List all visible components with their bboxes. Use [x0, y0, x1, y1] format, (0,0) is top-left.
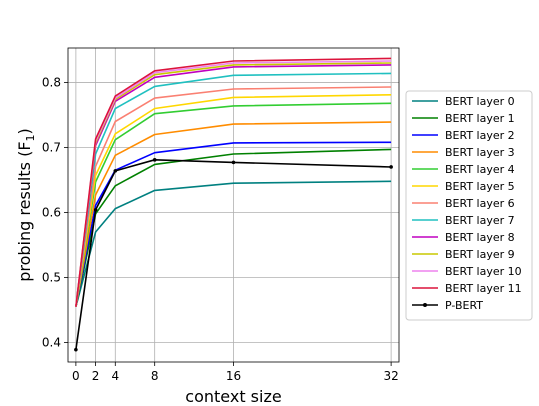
legend-label: BERT layer 7 [445, 214, 515, 227]
series-point [113, 169, 118, 173]
series-lines [74, 57, 393, 352]
legend-frame [405, 90, 533, 321]
legend-label: BERT layer 11 [445, 282, 522, 295]
series-point [93, 208, 98, 212]
y-axis-label: probing results (F1) [15, 128, 37, 282]
legend-label: BERT layer 5 [445, 180, 515, 193]
legend-label: BERT layer 2 [445, 129, 515, 142]
y-tick-label: 0.8 [42, 75, 61, 89]
series-line [75, 86, 392, 307]
x-tick-label: 32 [383, 369, 398, 383]
legend-label: BERT layer 9 [445, 248, 515, 261]
y-axis-label-main: probing results (F [15, 141, 34, 281]
legend: BERT layer 0 BERT layer 1 BERT layer 2 BERT… [405, 90, 533, 321]
legend-label: BERT layer 8 [445, 231, 515, 244]
legend-marker [423, 303, 427, 307]
legend-label: P-BERT [445, 299, 483, 312]
series-line [75, 102, 392, 307]
series-line [75, 180, 392, 307]
legend-label: BERT layer 1 [445, 112, 515, 125]
legend-label: BERT layer 10 [445, 265, 522, 278]
x-tick-label: 8 [151, 369, 159, 383]
legend-label: BERT layer 6 [445, 197, 515, 210]
x-tick-label: 4 [111, 369, 119, 383]
x-tick-label: 0 [72, 369, 80, 383]
y-tick-label: 0.6 [42, 205, 61, 219]
axis-ticks: 0 2 4 8 16 32 0.4 0.5 0.6 0.7 0.8 [42, 75, 399, 383]
y-tick-label: 0.7 [42, 140, 61, 154]
x-tick-label: 16 [226, 369, 241, 383]
series-point [231, 160, 236, 165]
series-point [152, 158, 157, 162]
series-line [75, 94, 392, 307]
series-line [75, 159, 392, 350]
series-line [75, 141, 392, 307]
series-line [75, 72, 392, 307]
y-axis-label-subscript: 1 [24, 134, 37, 141]
series-line [75, 57, 392, 307]
legend-label: BERT layer 4 [445, 163, 515, 176]
series-point [389, 165, 393, 169]
series-line [75, 121, 392, 307]
y-axis-label-close: ) [15, 128, 34, 134]
y-tick-label: 0.4 [42, 335, 61, 349]
series-point [74, 347, 78, 352]
legend-label: BERT layer 0 [445, 95, 515, 108]
legend-label: BERT layer 3 [445, 146, 515, 159]
x-axis-label: context size [185, 387, 281, 406]
y-tick-label: 0.5 [42, 270, 61, 284]
x-tick-label: 2 [92, 369, 100, 383]
